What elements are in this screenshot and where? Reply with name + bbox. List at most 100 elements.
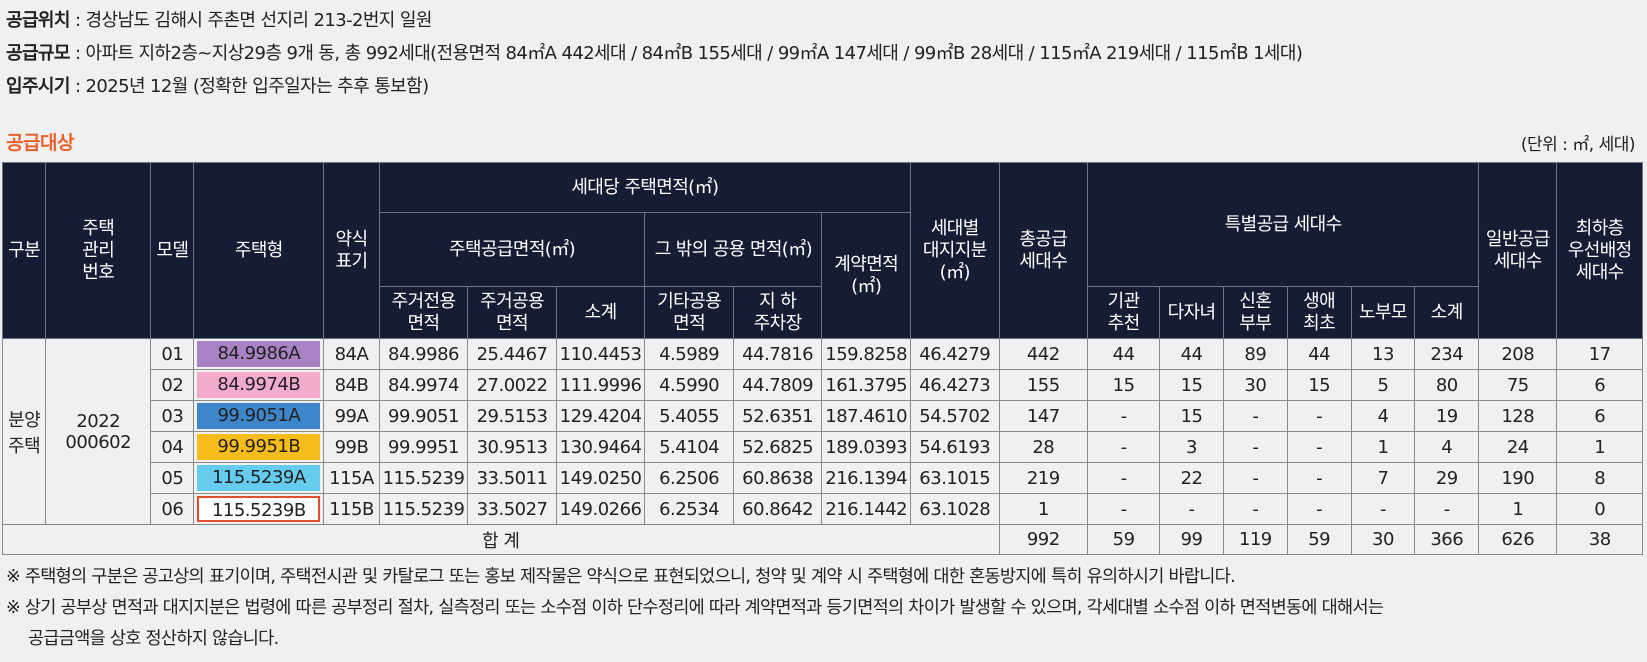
elderly-cell: 5 xyxy=(1350,369,1416,401)
th-parking: 지 하 주차장 xyxy=(732,286,823,339)
total-cell: 442 xyxy=(998,338,1089,370)
table-body: 분양 주택 2022 000602 01 84.9986A 84A 84.9986 25.446… xyxy=(1,338,1643,555)
model-cell: 01 xyxy=(150,338,195,370)
general-cell: 75 xyxy=(1478,369,1558,401)
land-cell: 46.4273 xyxy=(910,369,1000,401)
th-supply-area: 주택공급면적(㎡) xyxy=(378,212,646,287)
table-row: 분양 주택 2022 000602 01 84.9986A 84A 84.9986 25.446… xyxy=(1,338,1643,525)
model-cell: 06 xyxy=(150,493,195,525)
th-abbr: 약식 표기 xyxy=(323,162,380,339)
table-row: 04 99.9951B 99B 99.9951 30.9513 130.9464 5.410… xyxy=(3,431,1643,463)
total-cell: 147 xyxy=(998,400,1089,432)
th-lowest-line3: 세대수 xyxy=(1575,261,1624,283)
general-cell: 190 xyxy=(1478,462,1558,494)
abbr-cell: 99B xyxy=(323,431,380,463)
parking-cell: 60.8642 xyxy=(732,493,823,525)
th-lowest-line1: 최하층 xyxy=(1575,217,1624,239)
newlywed-cell: 89 xyxy=(1222,338,1288,370)
th-category: 구분 xyxy=(1,162,47,339)
th-common: 주거공용 면적 xyxy=(467,286,557,339)
newlywed-cell: 30 xyxy=(1222,369,1288,401)
multi-cell: 44 xyxy=(1159,338,1224,370)
supply-subtotal-cell: 130.9464 xyxy=(555,431,646,463)
th-contract-area: 계약면적 (㎡) xyxy=(821,212,911,339)
elderly-cell: 7 xyxy=(1350,462,1416,494)
elderly-cell: 13 xyxy=(1350,338,1416,370)
totals-row: 합 계 992 59 99 119 59 30 366 626 38 xyxy=(2,524,1643,555)
land-cell: 54.6193 xyxy=(910,431,1000,463)
common-cell: 30.9513 xyxy=(467,431,557,463)
th-common-line2: 면적 xyxy=(496,312,529,334)
movein-value: : 2025년 12월 (정확한 입주일자는 추후 통보함) xyxy=(69,76,429,97)
lowest-cell: 6 xyxy=(1556,400,1643,432)
th-newlywed: 신혼 부부 xyxy=(1222,286,1288,339)
th-land-line3: (㎡) xyxy=(939,261,971,283)
th-abbr-line2: 표기 xyxy=(335,250,369,272)
house-type-cell: 99.9951B xyxy=(193,431,325,463)
abbr-cell: 115A xyxy=(323,462,380,494)
total-cell: 219 xyxy=(998,462,1089,494)
elderly-cell: 4 xyxy=(1350,400,1416,432)
mgmt-no-cell: 2022 000602 xyxy=(45,338,152,525)
supply-scale-value: : 아파트 지하2층~지상29층 9개 동, 총 992세대(전용면적 84㎡A… xyxy=(69,43,1303,64)
th-etc-line2: 면적 xyxy=(673,312,706,334)
house-type-cell: 84.9986A xyxy=(193,338,325,370)
lowest-cell: 0 xyxy=(1556,493,1643,525)
inst-cell: - xyxy=(1087,462,1161,494)
contract-cell: 216.1394 xyxy=(821,462,911,494)
house-type-badge: 115.5239A xyxy=(197,465,321,491)
house-type-badge: 99.9051A xyxy=(197,403,321,429)
elderly-cell: - xyxy=(1350,493,1416,525)
supply-subtotal-cell: 111.9996 xyxy=(555,369,646,401)
th-lowest-floor: 최하층 우선배정 세대수 xyxy=(1556,162,1643,339)
exclusive-cell: 99.9951 xyxy=(378,431,469,463)
first-cell: - xyxy=(1286,431,1352,463)
totals-first-cell: 59 xyxy=(1286,524,1352,555)
movein-row: 입주시기 : 2025년 12월 (정확한 입주일자는 추후 통보함) xyxy=(6,70,1302,103)
special-subtotal-cell: 234 xyxy=(1414,338,1480,370)
th-model: 모델 xyxy=(150,162,195,339)
totals-elderly-cell: 30 xyxy=(1350,524,1416,555)
parking-cell: 44.7809 xyxy=(732,369,823,401)
inst-cell: - xyxy=(1087,493,1161,525)
th-inst-line2: 추천 xyxy=(1107,312,1141,334)
th-first-time: 생애 최초 xyxy=(1286,286,1352,339)
note-2-line1: ※ 상기 공부상 면적과 대지지분은 법령에 따른 공부정리 절차, 실측정리 … xyxy=(6,598,1384,618)
house-type-badge: 84.9986A xyxy=(197,341,321,367)
multi-cell: 22 xyxy=(1159,462,1224,494)
th-mgmt-no: 주택 관리 번호 xyxy=(45,162,152,339)
house-type-badge: 84.9974B xyxy=(197,372,321,398)
th-newlywed-line2: 부부 xyxy=(1239,312,1272,334)
inst-cell: 15 xyxy=(1087,369,1161,401)
special-subtotal-cell: 4 xyxy=(1414,431,1480,463)
th-mgmt-no-line1: 주택 xyxy=(82,217,115,239)
th-lowest-line2: 우선배정 xyxy=(1567,239,1632,261)
total-cell: 28 xyxy=(998,431,1089,463)
note-1: ※ 주택형의 구분은 공고상의 표기이며, 주택전시관 및 카탈로그 또는 홍보… xyxy=(6,567,1236,587)
inst-cell: 44 xyxy=(1087,338,1161,370)
abbr-cell: 84A xyxy=(323,338,380,370)
table-header: 구분 주택 관리 번호 모델 주택형 약식 표기 세대당 주택면적(㎡) 세대별 대지지… xyxy=(1,162,1643,339)
totals-lowest-cell: 38 xyxy=(1556,524,1643,555)
house-type-cell: 115.5239B xyxy=(193,493,325,525)
th-abbr-line1: 약식 xyxy=(335,228,369,250)
totals-multi-cell: 99 xyxy=(1159,524,1224,555)
exclusive-cell: 115.5239 xyxy=(378,493,469,525)
land-cell: 63.1028 xyxy=(910,493,1000,525)
multi-cell: 15 xyxy=(1159,369,1224,401)
newlywed-cell: - xyxy=(1222,493,1288,525)
contract-cell: 159.8258 xyxy=(821,338,911,370)
table-row: 05 115.5239A 115A 115.5239 33.5011 149.0250 6.… xyxy=(3,462,1643,494)
special-subtotal-cell: 19 xyxy=(1414,400,1480,432)
abbr-cell: 99A xyxy=(323,400,380,432)
newlywed-cell: - xyxy=(1222,400,1288,432)
special-subtotal-cell: 80 xyxy=(1414,369,1480,401)
supply-scale-row: 공급규모 : 아파트 지하2층~지상29층 9개 동, 총 992세대(전용면적… xyxy=(6,37,1303,70)
supply-location-label: 공급위치 xyxy=(6,10,70,31)
house-type-badge: 115.5239B xyxy=(197,496,321,522)
contract-cell: 189.0393 xyxy=(821,431,911,463)
category-line1: 분양 xyxy=(8,409,41,431)
contract-cell: 216.1442 xyxy=(821,493,911,525)
supply-subtotal-cell: 110.4453 xyxy=(555,338,646,370)
parking-cell: 44.7816 xyxy=(732,338,823,370)
